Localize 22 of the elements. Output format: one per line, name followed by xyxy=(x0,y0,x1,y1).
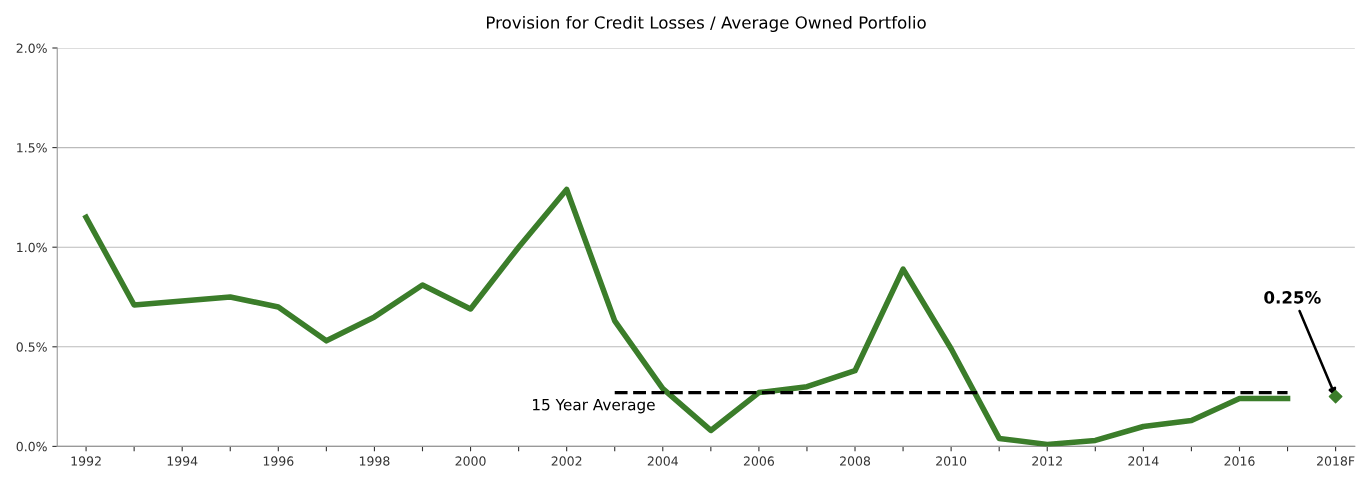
x-tick-label: 2002 xyxy=(551,456,582,466)
x-tick-label: 2016 xyxy=(1224,456,1255,466)
x-tick-label: 2000 xyxy=(455,456,486,466)
x-tick-label: 2010 xyxy=(936,456,967,466)
x-tick-label: 1992 xyxy=(71,456,101,466)
x-tick-label: 1996 xyxy=(263,456,294,466)
x-tick-label: 2008 xyxy=(840,456,871,466)
y-tick-label: 1.0% xyxy=(17,242,47,253)
x-tick-label: 1994 xyxy=(167,456,198,466)
y-tick-label: 0.0% xyxy=(16,441,47,452)
chart-title: Provision for Credit Losses / Average Owned Portfolio xyxy=(486,15,926,33)
x-tick-label: 2018F xyxy=(1317,456,1355,466)
x-tick-label: 2006 xyxy=(743,456,775,466)
annotation: 15 Year Average xyxy=(533,399,655,414)
x-tick-label: 1998 xyxy=(359,456,390,466)
y-tick-label: 0.5% xyxy=(16,342,47,352)
x-tick-label: 2012 xyxy=(1032,456,1062,466)
y-tick-label: 2.0% xyxy=(16,43,47,53)
y-tick-label: 1.5% xyxy=(17,143,47,153)
x-tick-label: 2004 xyxy=(647,456,678,466)
annotation: 0.25% xyxy=(1264,291,1321,304)
x-tick-label: 2014 xyxy=(1128,456,1159,466)
